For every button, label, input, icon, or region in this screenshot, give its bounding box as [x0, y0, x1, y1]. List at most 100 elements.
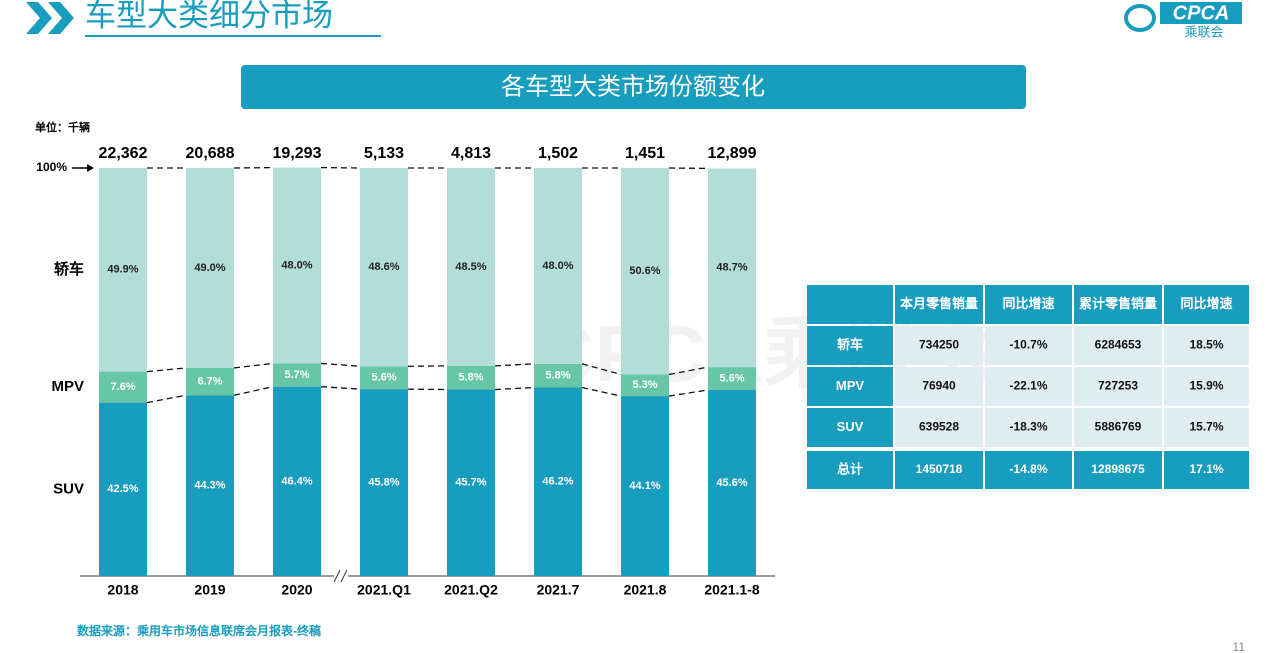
- x-tick-label: 2021.7: [537, 582, 580, 598]
- table-cell: [1164, 326, 1249, 365]
- table-cell: [985, 451, 1072, 489]
- connector: [146, 394, 187, 404]
- bar-segment: [621, 168, 669, 375]
- table-cell: [1074, 285, 1162, 324]
- table-value: -10.7%: [1009, 338, 1047, 352]
- value-label: 6.7%: [197, 375, 222, 387]
- table-value: 639528: [919, 420, 959, 434]
- axis-break: [333, 568, 348, 584]
- total-label: 12,899: [708, 145, 757, 162]
- total-label: 22,362: [99, 145, 148, 162]
- x-tick-label: 2019: [194, 582, 225, 598]
- table-value: -18.3%: [1009, 420, 1047, 434]
- value-label: 5.8%: [545, 370, 570, 382]
- arrow-head: [87, 164, 94, 172]
- value-label: 48.7%: [716, 262, 747, 274]
- total-label: 1,451: [625, 145, 665, 162]
- table-cell: [985, 408, 1072, 447]
- bar-segment: [534, 363, 582, 388]
- value-label: 7.6%: [110, 381, 135, 393]
- x-tick-label: 2021.8: [624, 582, 667, 598]
- bar-segment: [99, 168, 147, 372]
- column-header: 同比增速: [1002, 296, 1054, 311]
- connector: [581, 363, 622, 376]
- bar-segment: [360, 366, 408, 390]
- bar-segment: [186, 367, 234, 396]
- x-tick-label: 2018: [107, 582, 138, 598]
- connector: [494, 386, 535, 391]
- source-note: 数据来源：乘用车市场信息联席会月报表-终稿: [77, 623, 321, 638]
- value-label: 5.7%: [284, 369, 309, 381]
- table-cell: [985, 326, 1072, 365]
- table-cell: [1074, 408, 1162, 447]
- value-label: 46.2%: [542, 476, 573, 488]
- table-cell: [985, 367, 1072, 406]
- value-label: 5.3%: [632, 379, 657, 391]
- chevrons: [26, 2, 74, 34]
- value-label: 45.8%: [368, 476, 399, 488]
- series-label: SUV: [53, 480, 84, 497]
- value-label: 50.6%: [629, 265, 660, 277]
- value-label: 46.4%: [281, 475, 312, 487]
- connector: [494, 363, 535, 367]
- table-cell: [807, 451, 893, 489]
- total-label: 1,502: [538, 145, 578, 162]
- table-value: 17.1%: [1189, 462, 1223, 476]
- value-label: 5.8%: [458, 372, 483, 384]
- bar-segment: [99, 402, 147, 576]
- logo-subtitle: 乘联会: [1184, 24, 1223, 39]
- connector: [233, 362, 274, 369]
- table-value: 734250: [919, 338, 959, 352]
- table-cell: [1164, 285, 1249, 324]
- table-cell: [807, 367, 893, 406]
- value-label: 48.6%: [368, 261, 399, 273]
- bar-segment: [447, 389, 495, 576]
- table-cell: [895, 451, 983, 489]
- total-label: 19,293: [273, 145, 322, 162]
- column-header: 本月零售销量: [900, 296, 978, 311]
- row-label: 总计: [837, 461, 863, 476]
- column-header: 同比增速: [1180, 296, 1232, 311]
- value-label: 48.0%: [281, 259, 312, 271]
- value-label: 5.6%: [719, 372, 744, 384]
- page-number: 11: [1233, 640, 1246, 653]
- bar-segment: [360, 168, 408, 367]
- connector: [668, 389, 709, 397]
- x-tick-label: 2021.Q2: [444, 582, 498, 598]
- row-label: 轿车: [837, 337, 863, 352]
- value-label: 48.5%: [455, 261, 486, 273]
- total-label: 5,133: [364, 145, 404, 162]
- logo: CPCA 乘联会: [1124, 2, 1242, 39]
- table-value: 15.9%: [1189, 379, 1223, 393]
- x-tick-label: 2021.1-8: [704, 582, 759, 598]
- bar-segment: [273, 386, 321, 576]
- table-cell: [895, 367, 983, 406]
- column-header: 累计零售销量: [1079, 296, 1157, 311]
- value-label: 49.9%: [107, 264, 138, 276]
- logo-text: CPCA: [1173, 2, 1230, 24]
- table-cell: [807, 326, 893, 365]
- chart-title-banner: [241, 65, 1026, 109]
- table-value: 727253: [1098, 379, 1138, 393]
- table-cell: [985, 285, 1072, 324]
- bar-segment: [447, 168, 495, 366]
- table-cell: [1074, 451, 1162, 489]
- table-cell: [1164, 367, 1249, 406]
- bar-segment: [534, 168, 582, 364]
- plot: 100% 42.5% SUV 7.6% MPV 49.9% 轿车 22,362 2018 44.3…: [36, 145, 760, 597]
- bar-segment: [447, 365, 495, 390]
- series-label: 轿车: [54, 260, 84, 278]
- bar-segment: [534, 387, 582, 576]
- bar-segment: [99, 371, 147, 403]
- bar-segment: [708, 367, 756, 390]
- connector: [581, 386, 622, 397]
- table-value: -22.1%: [1009, 379, 1047, 393]
- table-cell: [1074, 367, 1162, 406]
- bar-segment: [708, 168, 756, 368]
- value-label: 44.3%: [194, 480, 225, 492]
- table-value: 1450718: [916, 462, 963, 476]
- series-label: MPV: [51, 378, 84, 395]
- table-cell: [895, 326, 983, 365]
